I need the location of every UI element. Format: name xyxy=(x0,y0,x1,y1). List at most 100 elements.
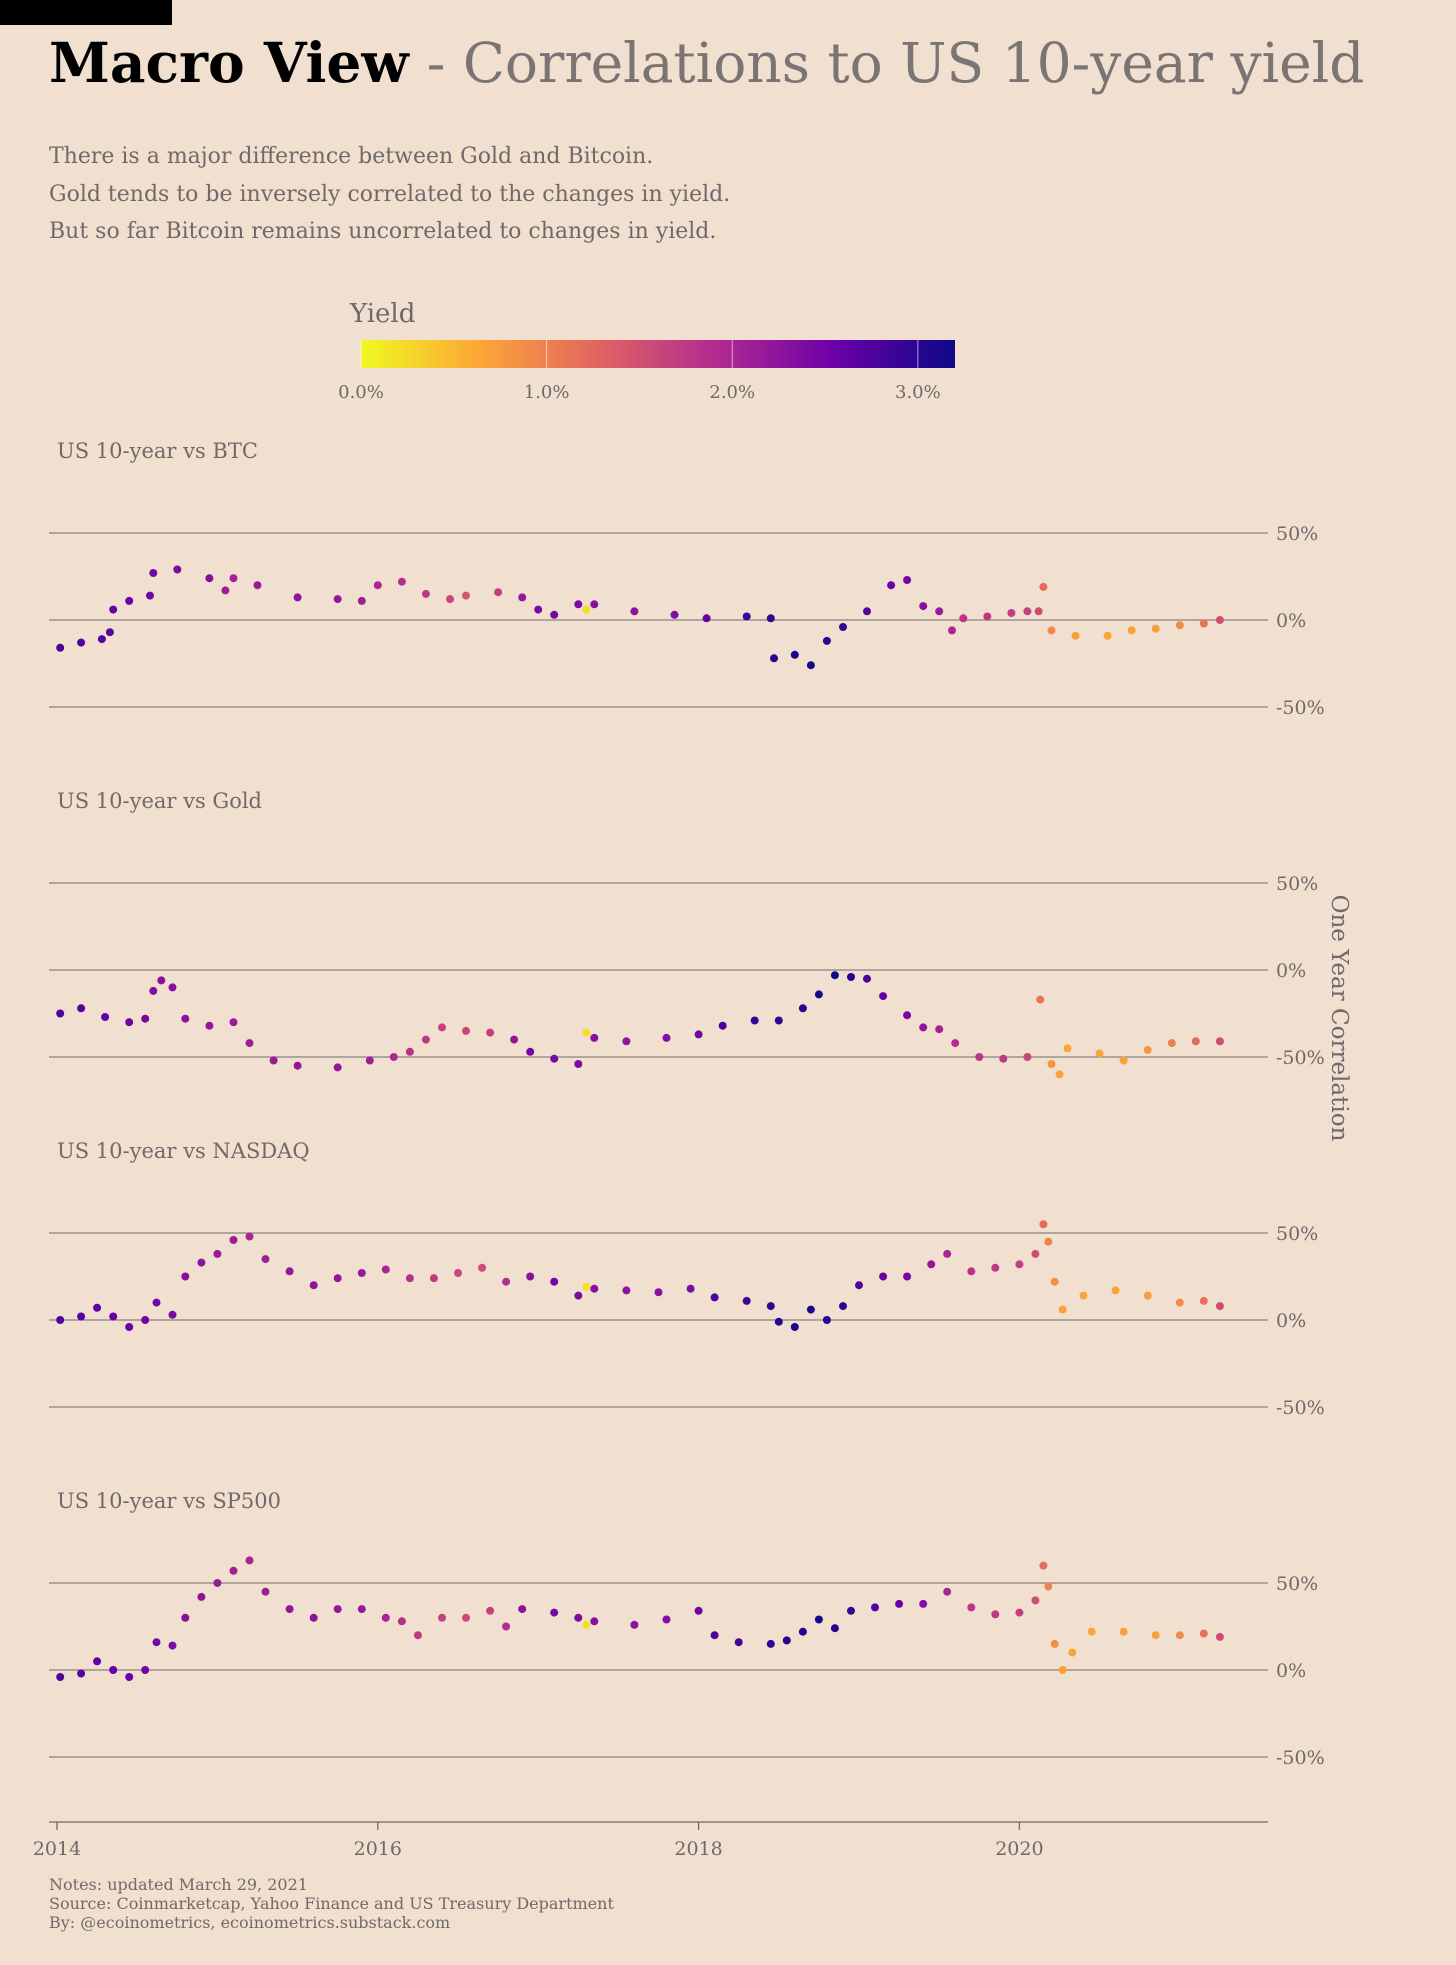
y-tick-label: -50% xyxy=(1276,1747,1325,1769)
data-point xyxy=(806,661,815,670)
data-point xyxy=(1143,1046,1152,1054)
data-point xyxy=(1034,607,1043,616)
data-point xyxy=(887,581,896,590)
data-point xyxy=(903,1272,912,1281)
y-tick-label: 0% xyxy=(1276,1310,1306,1332)
data-point xyxy=(830,971,839,980)
data-point xyxy=(839,623,847,631)
data-point xyxy=(381,1613,390,1622)
data-point xyxy=(365,1056,374,1065)
data-point xyxy=(125,1673,134,1681)
data-point xyxy=(790,650,799,659)
data-point xyxy=(991,1610,1000,1619)
data-point xyxy=(109,605,118,614)
data-point xyxy=(229,574,238,583)
y-tick-label: -50% xyxy=(1276,1397,1325,1419)
data-point xyxy=(770,654,778,663)
data-point xyxy=(93,1657,102,1666)
data-point xyxy=(582,1620,591,1629)
data-point xyxy=(822,1316,831,1324)
data-point xyxy=(1087,1627,1096,1636)
data-point xyxy=(798,1004,807,1013)
panel-title: US 10-year vs NASDAQ xyxy=(57,1139,310,1163)
colorbar-tick-label: 3.0% xyxy=(895,382,941,403)
data-point xyxy=(1175,1298,1184,1307)
data-point xyxy=(1151,624,1160,633)
data-point xyxy=(518,593,527,602)
data-point xyxy=(574,600,583,609)
data-point xyxy=(766,1302,775,1311)
data-point xyxy=(967,1267,976,1276)
data-point xyxy=(654,1288,663,1297)
data-point xyxy=(1119,1627,1128,1636)
data-point xyxy=(1044,1582,1053,1591)
data-point xyxy=(718,1021,727,1030)
data-point xyxy=(421,589,430,598)
data-point xyxy=(1111,1286,1120,1295)
data-point xyxy=(742,1296,751,1305)
data-point xyxy=(830,1624,839,1633)
page-subtitle: - Correlations to US 10-year yield xyxy=(426,31,1365,95)
data-point xyxy=(462,1613,470,1622)
data-point xyxy=(574,1060,583,1068)
description-line: There is a major difference between Gold… xyxy=(49,144,654,169)
data-point xyxy=(213,1249,222,1258)
data-point xyxy=(1071,631,1080,640)
data-point xyxy=(109,1666,118,1674)
data-point xyxy=(1191,1037,1200,1046)
data-point xyxy=(229,1018,238,1027)
data-point xyxy=(919,1023,928,1032)
data-point xyxy=(197,1258,206,1267)
data-point xyxy=(943,1249,952,1258)
data-point xyxy=(622,1037,631,1046)
y-tick-label: 50% xyxy=(1276,1223,1318,1245)
data-point xyxy=(333,1605,342,1614)
colorbar-tick-label: 0.0% xyxy=(338,382,384,403)
data-point xyxy=(710,1631,719,1640)
x-tick-label: 2014 xyxy=(33,1838,81,1860)
data-point xyxy=(357,1269,366,1277)
data-point xyxy=(526,1272,535,1281)
data-point xyxy=(1103,631,1112,640)
footer: Notes: updated March 29, 2021 Source: Co… xyxy=(49,1875,614,1932)
data-point xyxy=(486,1028,495,1037)
footer-notes: Notes: updated March 29, 2021 xyxy=(49,1875,308,1894)
data-point xyxy=(774,1317,783,1326)
x-tick-label: 2020 xyxy=(995,1838,1043,1860)
data-point xyxy=(1039,582,1048,591)
panel-title: US 10-year vs Gold xyxy=(57,789,262,813)
data-point xyxy=(1175,1631,1184,1640)
data-point xyxy=(1143,1291,1152,1300)
data-point xyxy=(879,1272,888,1281)
data-point xyxy=(1044,1237,1053,1246)
data-point xyxy=(77,1004,86,1013)
data-point xyxy=(357,1605,366,1614)
data-point xyxy=(173,565,182,574)
data-point xyxy=(782,1636,791,1645)
data-point xyxy=(806,1305,815,1314)
data-point xyxy=(1058,1666,1067,1674)
data-point xyxy=(590,1284,599,1293)
data-point xyxy=(790,1323,799,1331)
data-point xyxy=(494,588,503,597)
data-point xyxy=(991,1263,1000,1272)
data-point xyxy=(205,1021,214,1030)
panel: US 10-year vs BTC 50% 0% -50% xyxy=(49,439,1325,719)
panel-title: US 10-year vs SP500 xyxy=(57,1489,281,1513)
y-tick-label: 50% xyxy=(1276,523,1318,545)
data-point xyxy=(919,1599,928,1608)
data-point xyxy=(574,1613,583,1622)
data-point xyxy=(429,1274,438,1283)
data-point xyxy=(1055,1070,1064,1079)
data-point xyxy=(766,614,775,623)
panel-title: US 10-year vs BTC xyxy=(57,439,258,463)
data-point xyxy=(630,607,639,616)
data-point xyxy=(77,1669,86,1678)
data-point xyxy=(1068,1648,1077,1657)
data-point xyxy=(105,628,114,637)
data-point xyxy=(421,1035,430,1044)
data-point xyxy=(285,1267,294,1276)
data-point xyxy=(686,1284,695,1293)
y-tick-label: -50% xyxy=(1276,1047,1325,1069)
data-point xyxy=(935,1025,944,1034)
